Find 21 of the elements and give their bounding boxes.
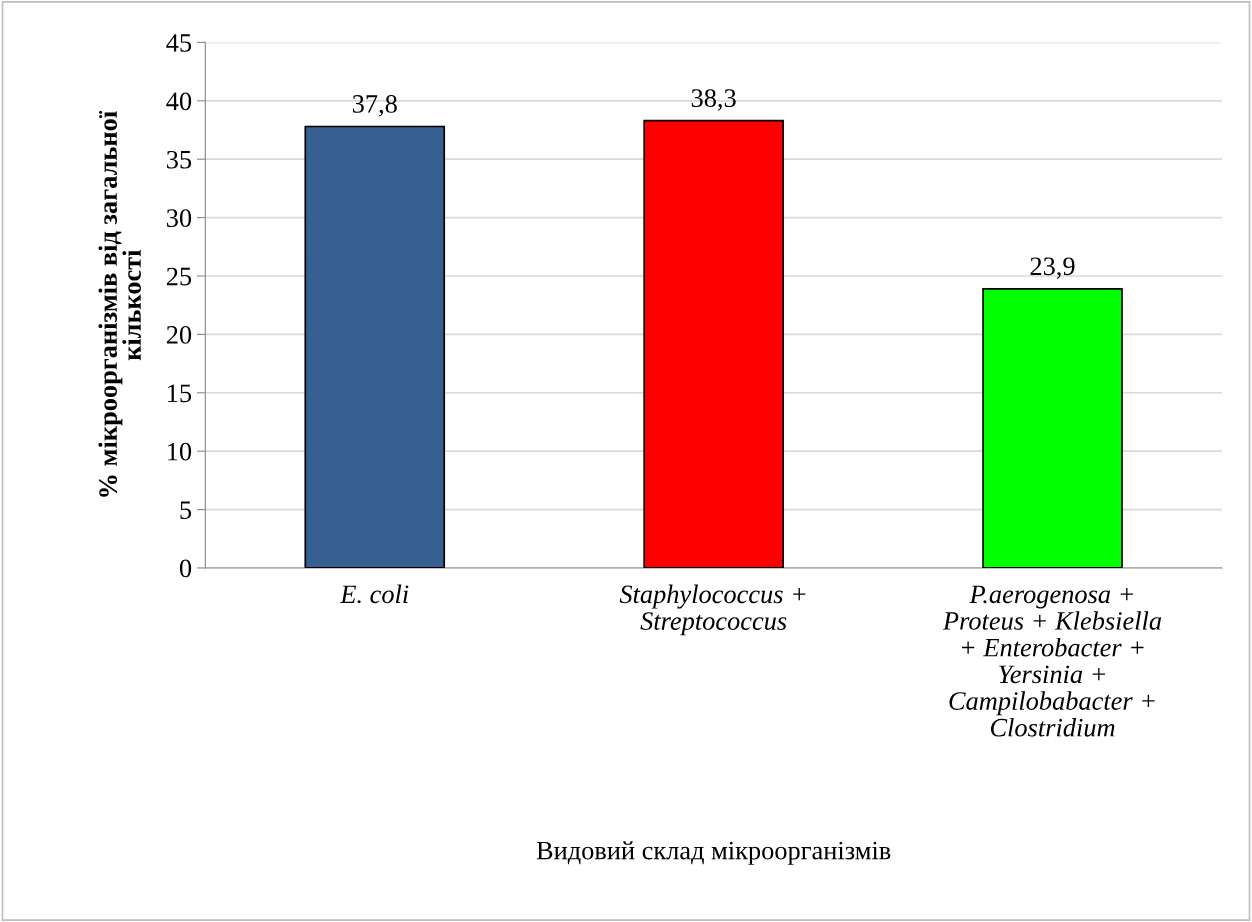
x-tick-label: Staphylococcus + Streptococcus (619, 584, 806, 636)
data-label: 37,8 (352, 95, 397, 117)
y-tick-label: 30 (167, 209, 192, 228)
x-tick-label: E. coli (340, 584, 409, 604)
y-tick-label: 0 (179, 559, 192, 578)
bar (643, 119, 784, 568)
data-label: 38,3 (691, 89, 736, 111)
y-tick-label: 20 (166, 325, 192, 344)
bar (304, 125, 446, 568)
y-tick-label: 25 (166, 267, 192, 286)
bar (982, 287, 1123, 568)
y-tick-label: 35 (167, 150, 192, 169)
y-axis-title: % мікроорганізмів від загальної кількості (98, 110, 141, 497)
y-tick-label: 45 (166, 34, 192, 52)
y-tick-label: 5 (180, 501, 192, 519)
data-label: 23,9 (1030, 257, 1075, 279)
x-axis-title: Видовий склад мікроорганізмів (536, 841, 891, 865)
x-tick-label: P.aerogenosa + Proteus + Klebsiella + Enterobacter + Yersinia + Campilobabacter + Clostridium (942, 585, 1162, 737)
y-tick-label: 15 (168, 384, 192, 403)
y-tick-label: 40 (166, 92, 192, 111)
y-tick-label: 10 (168, 442, 192, 461)
